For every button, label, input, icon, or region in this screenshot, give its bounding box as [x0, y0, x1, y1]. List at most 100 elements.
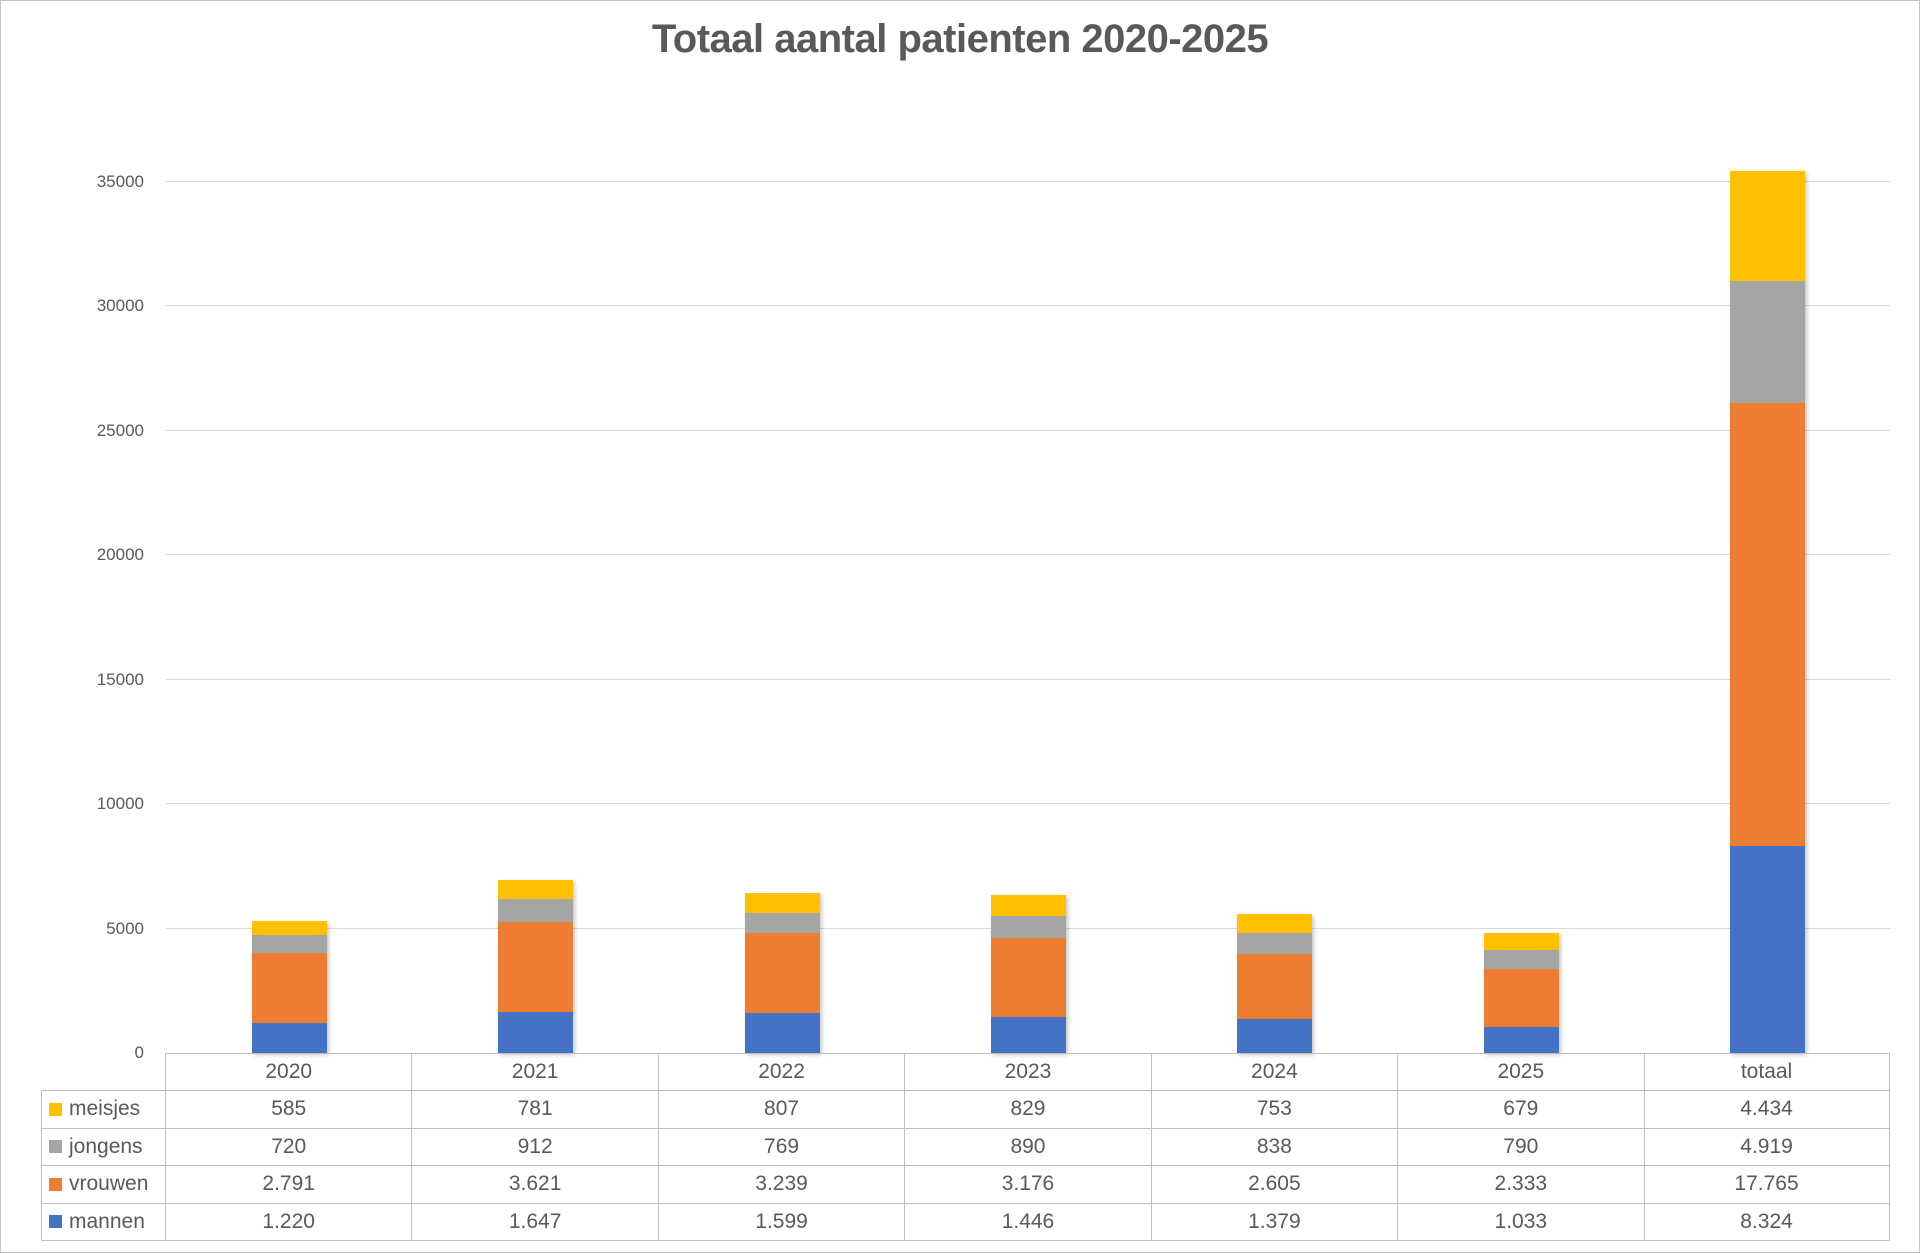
bar-segment-meisjes-2023[interactable] [991, 895, 1066, 916]
bar-segment-mannen-2023[interactable] [991, 1017, 1066, 1053]
table-cell-mannen-2025: 1.033 [1398, 1203, 1645, 1241]
bar-segment-jongens-2024[interactable] [1237, 932, 1313, 954]
bar-segment-jongens-2021[interactable] [498, 899, 574, 922]
legend-label: meisjes [69, 1097, 141, 1121]
bar-segment-mannen-2020[interactable] [251, 1022, 327, 1053]
table-cell-vrouwen-totaal: 17.765 [1644, 1166, 1890, 1204]
table-cell-jongens-2022: 769 [658, 1128, 906, 1166]
bar-segment-meisjes-totaal[interactable] [1730, 170, 1806, 281]
bar-segment-jongens-totaal[interactable] [1730, 280, 1806, 404]
table-column-header-2023: 2023 [905, 1053, 1152, 1091]
table-cell-vrouwen-2021: 3.621 [412, 1166, 659, 1204]
legend-item-meisjes: meisjes [41, 1091, 166, 1129]
bar-segment-jongens-2020[interactable] [251, 935, 327, 954]
table-cell-mannen-2023: 1.446 [905, 1203, 1152, 1241]
legend-label: mannen [69, 1209, 145, 1233]
legend-item-vrouwen: vrouwen [41, 1166, 166, 1204]
chart-title: Totaal aantal patienten 2020-2025 [651, 17, 1269, 61]
gridline [166, 554, 1891, 555]
table-cell-jongens-totaal: 4.919 [1644, 1128, 1890, 1166]
table-corner-cell [41, 1053, 166, 1091]
bar-segment-jongens-2023[interactable] [991, 915, 1066, 938]
legend-key-meisjes [49, 1102, 62, 1116]
bar-2023 [991, 895, 1066, 1053]
gridline [166, 803, 1891, 804]
data-table: 2020 2021 2022 2023 2024 2025 totaal meisjes 585… [41, 1053, 1890, 1241]
table-cell-mannen-2024: 1.379 [1151, 1203, 1399, 1241]
bar-segment-vrouwen-totaal[interactable] [1730, 403, 1806, 846]
bar-segment-vrouwen-2022[interactable] [744, 932, 820, 1014]
table-cell-jongens-2024: 838 [1151, 1128, 1399, 1166]
bar-segment-meisjes-2020[interactable] [251, 920, 327, 936]
bar-2025 [1483, 932, 1559, 1053]
legend-label: jongens [69, 1134, 143, 1158]
y-axis-tick-label: 0 [134, 1043, 144, 1062]
gridline [166, 180, 1891, 182]
table-column-header-2025: 2025 [1398, 1053, 1645, 1091]
table-column-header-2022: 2022 [658, 1053, 906, 1091]
bar-segment-vrouwen-2021[interactable] [498, 921, 574, 1012]
table-column-header-2020: 2020 [166, 1053, 413, 1091]
bar-2024 [1237, 914, 1313, 1053]
table-cell-meisjes-2021: 781 [412, 1091, 659, 1129]
bar-segment-mannen-2021[interactable] [498, 1012, 574, 1053]
bar-segment-vrouwen-2024[interactable] [1237, 953, 1313, 1019]
bar-segment-meisjes-2021[interactable] [498, 879, 574, 900]
bar-segment-meisjes-2025[interactable] [1483, 932, 1559, 950]
table-cell-jongens-2023: 890 [905, 1128, 1152, 1166]
y-axis-tick-label: 15000 [96, 669, 144, 689]
legend-key-jongens [49, 1140, 62, 1154]
legend-key-mannen [49, 1215, 62, 1229]
bar-segment-vrouwen-2023[interactable] [991, 937, 1066, 1017]
y-axis-tick-label: 5000 [106, 918, 144, 938]
table-cell-mannen-totaal: 8.324 [1644, 1203, 1890, 1241]
y-axis-tick-label: 25000 [96, 420, 144, 440]
table-cell-meisjes-2022: 807 [658, 1091, 906, 1129]
bar-segment-mannen-2022[interactable] [744, 1013, 820, 1053]
table-column-header-2024: 2024 [1151, 1053, 1399, 1091]
bar-segment-meisjes-2022[interactable] [744, 893, 820, 914]
bar-segment-vrouwen-2025[interactable] [1483, 969, 1559, 1028]
gridline [166, 429, 1891, 431]
table-cell-jongens-2020: 720 [166, 1128, 413, 1166]
table-column-header-2021: 2021 [412, 1053, 659, 1091]
table-cell-vrouwen-2023: 3.176 [905, 1166, 1152, 1204]
bar-segment-vrouwen-2020[interactable] [251, 953, 327, 1023]
legend-item-jongens: jongens [41, 1128, 166, 1166]
table-cell-mannen-2022: 1.599 [658, 1203, 906, 1241]
bar-segment-mannen-2025[interactable] [1483, 1027, 1559, 1053]
bar-segment-mannen-2024[interactable] [1237, 1018, 1313, 1053]
table-cell-meisjes-totaal: 4.434 [1644, 1091, 1890, 1129]
table-cell-mannen-2021: 1.647 [412, 1203, 659, 1241]
legend-item-mannen: mannen [41, 1203, 166, 1241]
table-cell-vrouwen-2025: 2.333 [1398, 1166, 1645, 1204]
table-cell-mannen-2020: 1.220 [166, 1203, 413, 1241]
plot-area [166, 141, 1891, 1053]
gridline [166, 305, 1891, 306]
legend-key-vrouwen [49, 1177, 62, 1191]
bar-segment-jongens-2025[interactable] [1483, 949, 1559, 970]
table-cell-meisjes-2024: 753 [1151, 1091, 1399, 1129]
bar-segment-mannen-totaal[interactable] [1730, 845, 1806, 1053]
bar-2022 [744, 893, 820, 1053]
bar-segment-jongens-2022[interactable] [744, 913, 820, 933]
gridline [166, 678, 1891, 680]
table-cell-vrouwen-2022: 3.239 [658, 1166, 906, 1204]
bar-segment-meisjes-2024[interactable] [1237, 914, 1313, 933]
table-cell-jongens-2021: 912 [412, 1128, 659, 1166]
bar-2021 [498, 879, 574, 1053]
table-cell-jongens-2025: 790 [1398, 1128, 1645, 1166]
table-cell-meisjes-2020: 585 [166, 1091, 413, 1129]
y-axis-tick-label: 20000 [96, 545, 144, 564]
y-axis-tick-label: 10000 [96, 794, 144, 813]
table-cell-meisjes-2023: 829 [905, 1091, 1152, 1129]
table-cell-vrouwen-2020: 2.791 [166, 1166, 413, 1204]
table-cell-vrouwen-2024: 2.605 [1151, 1166, 1399, 1204]
bar-totaal [1730, 170, 1806, 1053]
y-axis-tick-label: 30000 [96, 296, 144, 315]
table-cell-meisjes-2025: 679 [1398, 1091, 1645, 1129]
legend-label: vrouwen [69, 1172, 149, 1196]
table-column-header-totaal: totaal [1644, 1053, 1890, 1091]
bar-2020 [251, 920, 327, 1053]
